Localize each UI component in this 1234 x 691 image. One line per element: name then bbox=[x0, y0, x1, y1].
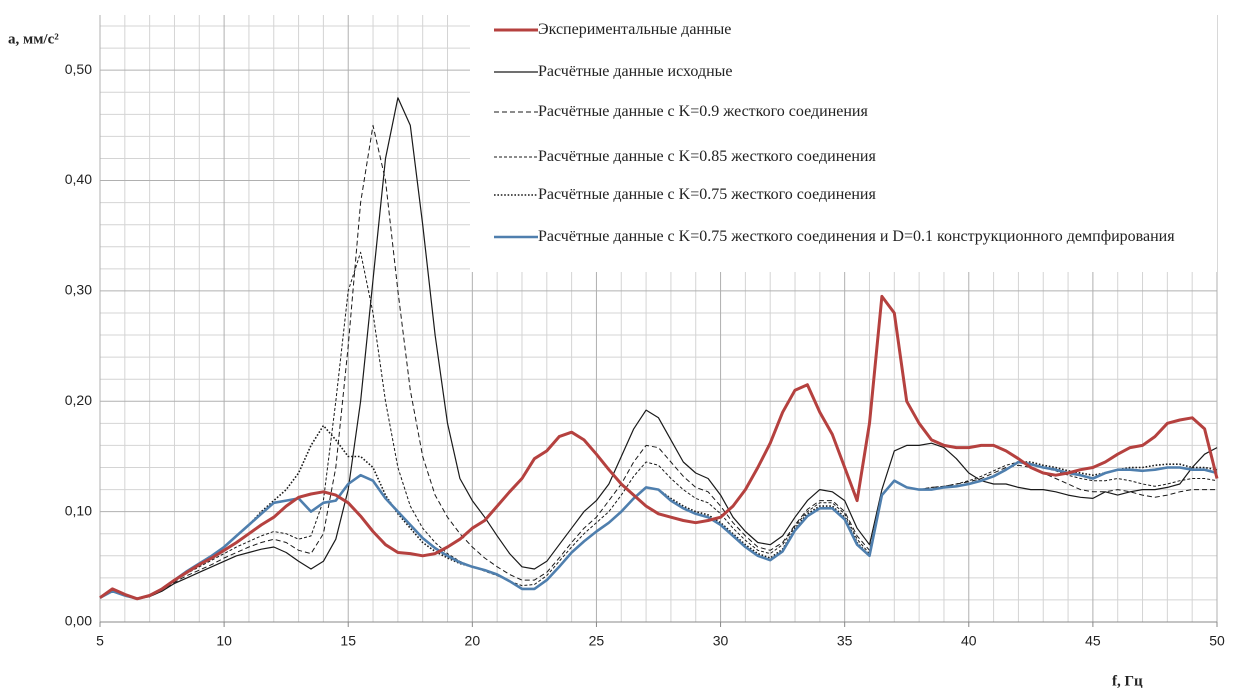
legend-swatch bbox=[494, 71, 538, 73]
legend-swatch bbox=[494, 235, 538, 239]
legend-item: Экспериментальные данные bbox=[492, 18, 1203, 42]
legend-item: Расчётные данные с K=0.9 жесткого соедин… bbox=[492, 100, 1203, 124]
y-tick-label: 0,20 bbox=[65, 392, 92, 408]
legend-item: Расчётные данные исходные bbox=[492, 60, 1203, 84]
legend-label: Экспериментальные данные bbox=[538, 21, 732, 38]
series-line bbox=[99, 460, 1218, 601]
x-tick-label: 35 bbox=[837, 633, 853, 649]
legend-swatch bbox=[494, 156, 538, 158]
series-line bbox=[99, 97, 1218, 600]
legend-swatch bbox=[494, 28, 538, 32]
x-tick-label: 45 bbox=[1085, 633, 1101, 649]
legend-item: Расчётные данные с K=0.75 жесткого соеди… bbox=[492, 183, 1203, 207]
x-tick-label: 20 bbox=[465, 633, 481, 649]
x-tick-label: 40 bbox=[961, 633, 977, 649]
x-tick-label: 25 bbox=[589, 633, 605, 649]
x-tick-label: 15 bbox=[340, 633, 356, 649]
legend-label: Расчётные данные исходные bbox=[538, 63, 733, 80]
y-tick-label: 0,00 bbox=[65, 613, 92, 629]
legend-item: Расчётные данные с K=0.85 жесткого соеди… bbox=[492, 145, 1203, 169]
x-tick-label: 50 bbox=[1209, 633, 1225, 649]
y-axis-title: a, мм/с² bbox=[8, 31, 59, 47]
y-tick-label: 0,30 bbox=[65, 282, 92, 298]
legend-swatch bbox=[494, 194, 538, 196]
series-line bbox=[99, 251, 1218, 600]
legend-item: Расчётные данные с K=0.75 жесткого соеди… bbox=[492, 225, 1203, 249]
legend-label: Расчётные данные с K=0.75 жесткого соеди… bbox=[538, 228, 1175, 245]
x-tick-label: 10 bbox=[216, 633, 232, 649]
x-tick-label: 5 bbox=[96, 633, 104, 649]
legend-swatch bbox=[494, 111, 538, 113]
series-line bbox=[99, 124, 1217, 600]
legend-label: Расчётные данные с K=0.85 жесткого соеди… bbox=[538, 148, 876, 165]
legend-label: Расчётные данные с K=0.9 жесткого соедин… bbox=[538, 103, 868, 120]
x-tick-label: 30 bbox=[713, 633, 729, 649]
x-axis-title: f, Гц bbox=[1112, 673, 1143, 689]
y-tick-label: 0,10 bbox=[65, 502, 92, 518]
series-line bbox=[99, 294, 1219, 601]
legend-label: Расчётные данные с K=0.75 жесткого соеди… bbox=[538, 186, 876, 203]
legend: Экспериментальные данные Расчётные данные… bbox=[470, 15, 1217, 272]
y-tick-label: 0,50 bbox=[65, 61, 92, 77]
y-tick-label: 0,40 bbox=[65, 171, 92, 187]
